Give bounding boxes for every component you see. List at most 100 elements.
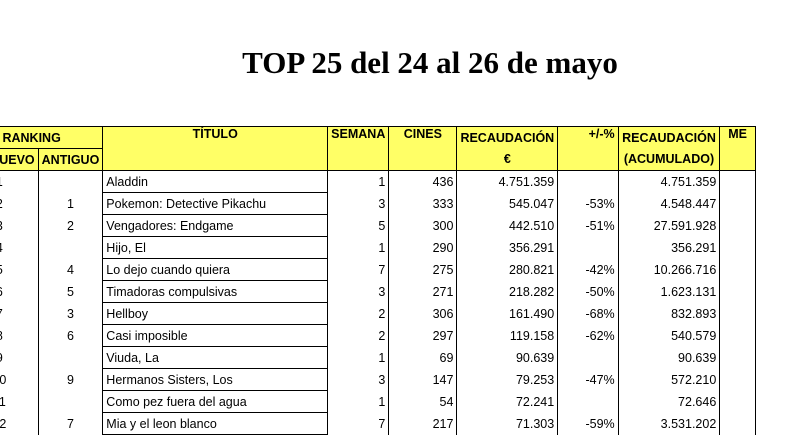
change-cell: -51% <box>557 214 619 237</box>
gross-cell: 218.282 <box>456 280 559 303</box>
title-cell: Mia y el leon blanco <box>102 412 329 435</box>
rank-old-cell: 6 <box>37 324 104 347</box>
change-cell: -53% <box>557 192 619 215</box>
change-cell: -47% <box>557 368 619 391</box>
title-cell: Hijo, El <box>102 236 329 259</box>
acumulado-header: RECAUDACIÓN <box>617 126 721 149</box>
rank-old-cell <box>37 236 104 259</box>
cinemas-cell: 290 <box>388 236 458 259</box>
change-cell <box>557 390 619 413</box>
rank-old-cell: 7 <box>37 412 104 435</box>
gross-cell: 71.303 <box>456 412 559 435</box>
extra-cell <box>719 324 756 347</box>
change-cell: -50% <box>557 280 619 303</box>
cinemas-cell: 300 <box>388 214 458 237</box>
semana-header: SEMANA <box>327 126 390 171</box>
rank-new-cell: 5 <box>0 258 39 281</box>
change-cell: -42% <box>557 258 619 281</box>
change-cell <box>557 346 619 369</box>
extra-cell <box>719 412 756 435</box>
week-cell: 3 <box>327 368 390 391</box>
gross-cell: 161.490 <box>456 302 559 325</box>
rank-old-cell: 2 <box>37 214 104 237</box>
titulo-header: TÍTULO <box>102 126 329 171</box>
change-cell: -62% <box>557 324 619 347</box>
rank-old-cell <box>37 170 104 193</box>
title-cell: Vengadores: Endgame <box>102 214 329 237</box>
cinemas-cell: 275 <box>388 258 458 281</box>
rank-old-cell: 3 <box>37 302 104 325</box>
week-cell: 3 <box>327 192 390 215</box>
gross-cell: 280.821 <box>456 258 559 281</box>
rank-old-cell: 1 <box>37 192 104 215</box>
week-cell: 3 <box>327 280 390 303</box>
extra-cell <box>719 214 756 237</box>
rank-old-cell: 4 <box>37 258 104 281</box>
week-cell: 2 <box>327 324 390 347</box>
rank-old-cell: 5 <box>37 280 104 303</box>
cumulative-cell: 10.266.716 <box>617 258 721 281</box>
week-cell: 7 <box>327 258 390 281</box>
week-cell: 7 <box>327 412 390 435</box>
title-cell: Timadoras compulsivas <box>102 280 329 303</box>
week-cell: 1 <box>327 346 390 369</box>
change-cell: -68% <box>557 302 619 325</box>
gross-cell: 4.751.359 <box>456 170 559 193</box>
extra-cell <box>719 236 756 259</box>
change-cell <box>557 236 619 259</box>
extra-cell <box>719 280 756 303</box>
cinemas-cell: 333 <box>388 192 458 215</box>
cinemas-cell: 69 <box>388 346 458 369</box>
cines-header: CINES <box>388 126 458 171</box>
extra-cell <box>719 302 756 325</box>
cumulative-cell: 72.646 <box>617 390 721 413</box>
title-cell: Casi imposible <box>102 324 329 347</box>
ranking-header: RANKING <box>0 126 104 149</box>
gross-cell: 90.639 <box>456 346 559 369</box>
change-cell: -59% <box>557 412 619 435</box>
extra-cell <box>719 346 756 369</box>
gross-cell: 442.510 <box>456 214 559 237</box>
antiguo-header: ANTIGUO <box>37 148 104 171</box>
title-cell: Hellboy <box>102 302 329 325</box>
header-row-2: NUEVO ANTIGUO € (ACUMULADO) <box>0 148 756 171</box>
rank-new-cell: 4 <box>0 236 39 259</box>
cumulative-cell: 356.291 <box>617 236 721 259</box>
rank-new-cell: 7 <box>0 302 39 325</box>
box-office-table: RANKING TÍTULO SEMANA CINES RECAUDACIÓN … <box>0 126 756 435</box>
table-row: 21Pokemon: Detective Pikachu3333545.047-… <box>0 192 756 215</box>
rank-new-cell: 12 <box>0 412 39 435</box>
rank-old-cell: 9 <box>37 368 104 391</box>
gross-cell: 119.158 <box>456 324 559 347</box>
extra-cell <box>719 192 756 215</box>
table-row: 109Hermanos Sisters, Los314779.253-47%57… <box>0 368 756 391</box>
cinemas-cell: 436 <box>388 170 458 193</box>
cumulative-cell: 4.751.359 <box>617 170 721 193</box>
week-cell: 2 <box>327 302 390 325</box>
variacion-header: +/-% <box>557 126 619 171</box>
title-cell: Aladdin <box>102 170 329 193</box>
title-cell: Hermanos Sisters, Los <box>102 368 329 391</box>
table-row: 73Hellboy2306161.490-68%832.893 <box>0 302 756 325</box>
week-cell: 1 <box>327 236 390 259</box>
cinemas-cell: 297 <box>388 324 458 347</box>
gross-cell: 72.241 <box>456 390 559 413</box>
page-title: TOP 25 del 24 al 26 de mayo <box>242 45 618 80</box>
rank-old-cell <box>37 390 104 413</box>
extra-cell <box>719 390 756 413</box>
rank-new-cell: 6 <box>0 280 39 303</box>
extra-cell <box>719 170 756 193</box>
acumulado-sub-header: (ACUMULADO) <box>617 148 721 171</box>
week-cell: 1 <box>327 170 390 193</box>
cinemas-cell: 306 <box>388 302 458 325</box>
rank-new-cell: 11 <box>0 390 39 413</box>
rank-old-cell <box>37 346 104 369</box>
rank-new-cell: 1 <box>0 170 39 193</box>
cumulative-cell: 1.623.131 <box>617 280 721 303</box>
